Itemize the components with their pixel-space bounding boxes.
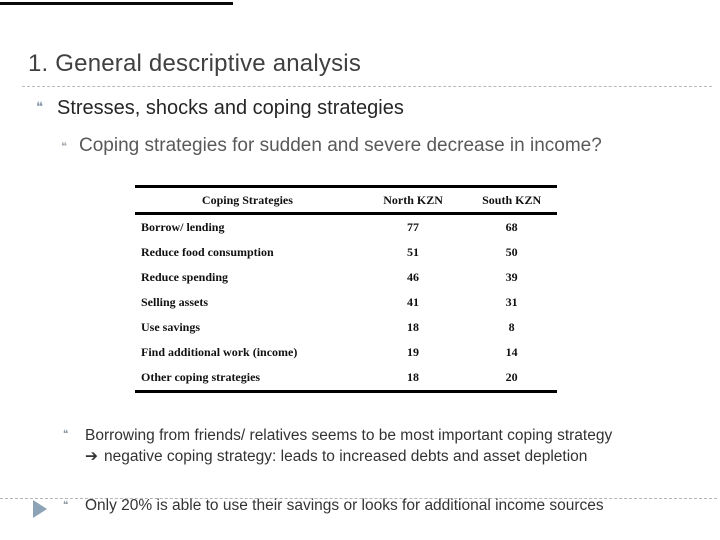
value-cell: 50: [505, 245, 518, 259]
table-header: Coping Strategies North KZN South KZN: [135, 186, 557, 215]
column-header-south-kzn: South KZN: [466, 186, 557, 215]
value-cell: 14: [505, 345, 518, 359]
value-cell: 19: [407, 345, 420, 359]
top-accent-line: [0, 2, 233, 5]
strategy-cell: Borrow/ lending: [141, 220, 225, 234]
table-row: Selling assets 41 31: [135, 290, 557, 315]
sub-bullet-question: Coping strategies for sudden and severe …: [79, 135, 602, 156]
note-savings: Only 20% is able to use their savings or…: [85, 497, 604, 514]
table-row: Reduce spending 46 39: [135, 265, 557, 290]
strategy-cell: Find additional work (income): [141, 345, 298, 359]
value-cell: 46: [407, 270, 420, 284]
footer-divider: [0, 498, 717, 499]
quote-bullet-icon: ❝: [63, 429, 69, 440]
value-cell: 31: [505, 295, 518, 309]
note-borrowing: Borrowing from friends/ relatives seems …: [85, 426, 655, 467]
value-cell: 18: [359, 365, 467, 393]
value-cell: 20: [466, 365, 557, 393]
section-heading: Stresses, shocks and coping strategies: [57, 97, 404, 119]
quote-bullet-icon: ❝: [61, 140, 67, 153]
slide-title: 1. General descriptive analysis: [28, 50, 362, 77]
strategy-cell: Reduce food consumption: [141, 245, 274, 259]
note-arrow-line: ➔ negative coping strategy: leads to incr…: [85, 447, 655, 467]
footer-play-triangle-icon: [33, 500, 47, 518]
value-cell: 8: [508, 320, 515, 334]
table-row: Other coping strategies 18 20: [135, 365, 557, 393]
coping-strategies-table: Coping Strategies North KZN South KZN Bo…: [135, 185, 557, 393]
value-cell: 68: [505, 220, 518, 234]
table-row: Use savings 18 8: [135, 315, 557, 340]
note-borrowing-text: Borrowing from friends/ relatives seems …: [85, 427, 613, 444]
quote-bullet-icon: ❝: [36, 100, 43, 115]
column-header-north-kzn: North KZN: [359, 186, 467, 215]
strategy-cell: Reduce spending: [141, 270, 229, 284]
quote-bullet-icon: ❝: [63, 500, 69, 511]
strategy-cell: Use savings: [141, 320, 201, 334]
table-row: Reduce food consumption 51 50: [135, 240, 557, 265]
table-row: Borrow/ lending 77 68: [135, 214, 557, 241]
column-header-strategy: Coping Strategies: [135, 186, 360, 215]
table-row: Find additional work (income) 19 14: [135, 340, 557, 365]
value-cell: 77: [407, 220, 420, 234]
value-cell: 41: [407, 295, 420, 309]
right-arrow-icon: ➔: [85, 447, 98, 465]
table-body: Borrow/ lending 77 68 Reduce food consumpti…: [135, 214, 557, 393]
note-arrow-text: negative coping strategy: leads to incre…: [104, 447, 588, 465]
value-cell: 18: [407, 320, 420, 334]
value-cell: 51: [407, 245, 420, 259]
title-divider: [22, 86, 712, 87]
value-cell: 39: [505, 270, 518, 284]
strategy-cell: Other coping strategies: [135, 365, 360, 393]
strategy-cell: Selling assets: [141, 295, 209, 309]
table-header-row: Coping Strategies North KZN South KZN: [135, 186, 557, 215]
